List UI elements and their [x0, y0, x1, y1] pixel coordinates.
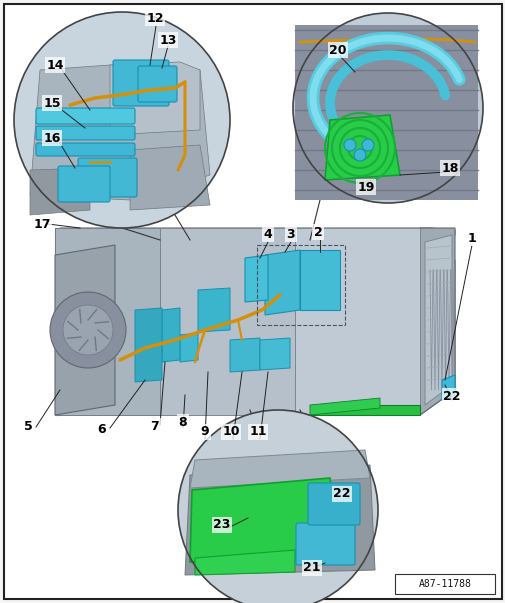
Text: 14: 14 — [46, 58, 64, 72]
Text: 6: 6 — [97, 423, 106, 437]
FancyBboxPatch shape — [36, 108, 135, 124]
Text: 4: 4 — [263, 227, 272, 241]
FancyBboxPatch shape — [36, 143, 135, 156]
Polygon shape — [55, 245, 115, 415]
Text: 5: 5 — [24, 420, 32, 434]
Circle shape — [178, 410, 377, 603]
Polygon shape — [189, 450, 369, 488]
Text: 23: 23 — [213, 519, 230, 531]
Polygon shape — [55, 228, 160, 415]
Polygon shape — [160, 228, 294, 415]
FancyBboxPatch shape — [295, 523, 355, 565]
Text: 11: 11 — [249, 426, 266, 438]
Polygon shape — [135, 308, 162, 382]
Circle shape — [354, 149, 365, 161]
Polygon shape — [60, 228, 454, 250]
Text: A87-11788: A87-11788 — [418, 579, 471, 589]
Text: 20: 20 — [329, 43, 346, 57]
Circle shape — [343, 139, 356, 151]
Text: 1: 1 — [467, 232, 475, 244]
Polygon shape — [244, 255, 268, 302]
Text: 9: 9 — [200, 426, 209, 438]
Circle shape — [361, 139, 373, 151]
Polygon shape — [185, 465, 374, 575]
Polygon shape — [194, 550, 294, 575]
Text: 12: 12 — [146, 11, 164, 25]
Polygon shape — [110, 62, 199, 135]
Circle shape — [14, 12, 230, 228]
Text: 2: 2 — [313, 226, 322, 239]
Polygon shape — [130, 145, 210, 210]
Polygon shape — [180, 333, 197, 362]
Circle shape — [50, 292, 126, 368]
Text: 22: 22 — [442, 390, 460, 402]
Text: 17: 17 — [33, 218, 50, 230]
Circle shape — [63, 305, 113, 355]
Text: 13: 13 — [159, 34, 176, 46]
FancyBboxPatch shape — [138, 66, 177, 102]
Text: 18: 18 — [440, 162, 458, 174]
Polygon shape — [265, 250, 299, 315]
Polygon shape — [324, 115, 399, 180]
Polygon shape — [30, 168, 90, 215]
FancyBboxPatch shape — [78, 158, 137, 197]
Text: 19: 19 — [357, 180, 374, 194]
Text: 3: 3 — [286, 227, 295, 241]
Polygon shape — [55, 228, 60, 415]
Polygon shape — [60, 250, 454, 415]
Text: 15: 15 — [43, 96, 61, 110]
Polygon shape — [424, 235, 451, 405]
Polygon shape — [419, 228, 454, 415]
FancyBboxPatch shape — [113, 60, 169, 106]
Polygon shape — [299, 250, 339, 310]
FancyBboxPatch shape — [308, 483, 359, 525]
Polygon shape — [294, 25, 477, 200]
Polygon shape — [162, 308, 180, 362]
Text: 22: 22 — [333, 487, 350, 500]
Polygon shape — [294, 228, 419, 415]
Text: 7: 7 — [150, 420, 159, 432]
Polygon shape — [310, 398, 379, 415]
FancyBboxPatch shape — [394, 574, 494, 594]
Text: 16: 16 — [43, 131, 61, 145]
FancyBboxPatch shape — [58, 166, 110, 202]
Text: 10: 10 — [222, 426, 239, 438]
Polygon shape — [230, 338, 260, 372]
Polygon shape — [197, 288, 230, 332]
Bar — [257, 245, 344, 325]
Text: 8: 8 — [178, 415, 187, 429]
Polygon shape — [441, 375, 454, 400]
Polygon shape — [189, 478, 339, 562]
Text: 21: 21 — [302, 561, 320, 575]
FancyBboxPatch shape — [36, 126, 135, 140]
Polygon shape — [260, 338, 289, 370]
Polygon shape — [30, 65, 210, 200]
Circle shape — [292, 13, 482, 203]
Polygon shape — [310, 405, 419, 415]
